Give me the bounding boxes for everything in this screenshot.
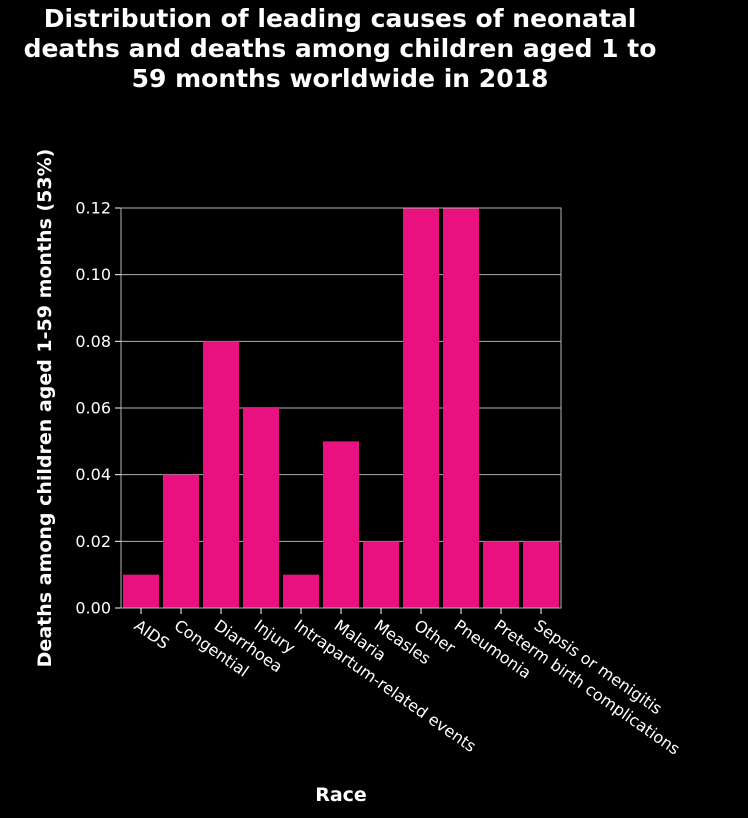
bar-intrapartum-related-events <box>283 574 319 608</box>
bar-malaria <box>323 441 359 608</box>
bar-measles <box>363 541 399 608</box>
bar-pneumonia <box>443 208 479 608</box>
y-tick-label: 0.10 <box>75 265 111 284</box>
bar-aids <box>123 574 159 608</box>
bar-preterm-birth-complications <box>483 541 519 608</box>
x-axis-label: Race <box>315 784 367 806</box>
y-tick-label: 0.02 <box>75 532 111 551</box>
x-tick-label: Preterm birth complications <box>491 616 684 759</box>
bar-sepsis-or-menigitis <box>523 541 559 608</box>
y-tick-label: 0.12 <box>75 199 111 218</box>
chart-title: Distribution of leading causes of neonat… <box>23 4 657 93</box>
y-tick-label: 0.08 <box>75 332 111 351</box>
bar-congential <box>163 474 199 608</box>
y-tick-label: 0.00 <box>75 599 111 618</box>
bar-injury <box>243 408 279 608</box>
y-tick-label: 0.06 <box>75 399 111 418</box>
bar-diarrhoea <box>203 341 239 608</box>
y-tick-label: 0.04 <box>75 465 111 484</box>
bar-other <box>403 208 439 608</box>
x-tick-label: AIDS <box>131 616 173 653</box>
